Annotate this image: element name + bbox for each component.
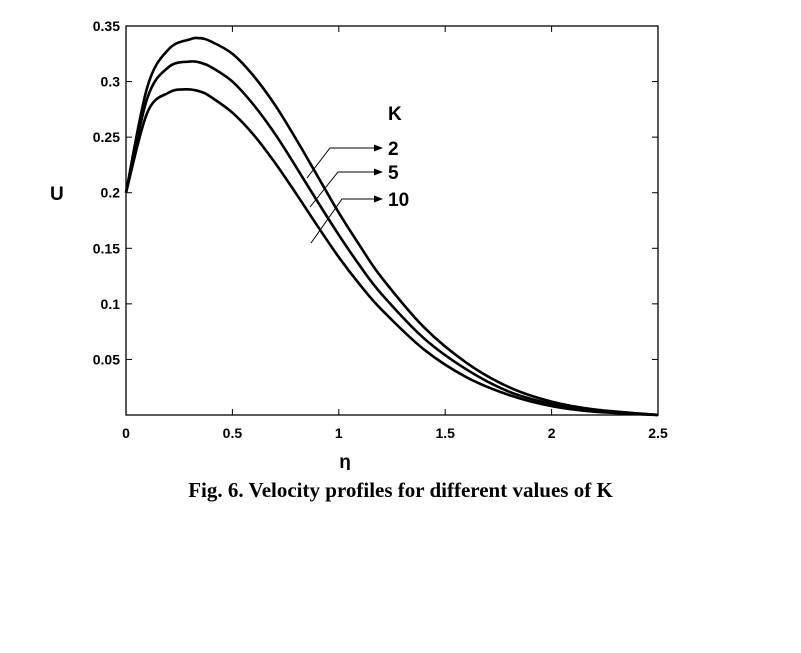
y-tick-label: 0.2 [101,185,121,201]
y-tick-label: 0.3 [101,74,121,90]
legend-label-K-10: 10 [388,190,409,211]
chart: 0 0.5 1 1.5 2 2.5 0.05 0.1 0.15 0.2 0.25 0.3 0.35 K … [50,18,668,470]
x-tick-label: 2 [548,425,556,441]
x-axis-label: η [339,452,351,470]
y-tick-label: 0.1 [101,296,121,312]
x-tick-label: 2.5 [648,425,668,441]
ticks: 0 0.5 1 1.5 2 2.5 0.05 0.1 0.15 0.2 0.25 0.3 0.35 [93,18,668,441]
plot-frame [125,25,659,416]
legend-title: K [388,104,402,125]
curve-K-5 [124,59,659,417]
y-tick-label: 0.35 [93,18,120,34]
y-tick-label: 0.25 [93,129,120,145]
legend-label-K-2: 2 [388,139,399,160]
plot-axes [125,25,659,416]
x-tick-label: 0 [122,425,130,441]
legend-leader-K-2 [306,144,383,179]
x-tick-label: 0.5 [223,425,243,441]
legend-label-K-5: 5 [388,163,399,184]
legend-leader-K-10 [310,195,383,244]
figure-caption: Fig. 6. Velocity profiles for different … [188,478,613,502]
y-tick-label: 0.15 [93,240,120,256]
curves [124,36,659,417]
y-tick-label: 0.05 [93,351,120,367]
curve-K-2 [124,36,659,417]
y-axis-label: U [50,184,64,205]
x-tick-label: 1.5 [435,425,455,441]
curve-K-10 [124,88,659,417]
legend-leader-K-5 [309,168,383,208]
legend: K 2 5 10 [306,104,409,244]
x-tick-label: 1 [335,425,343,441]
